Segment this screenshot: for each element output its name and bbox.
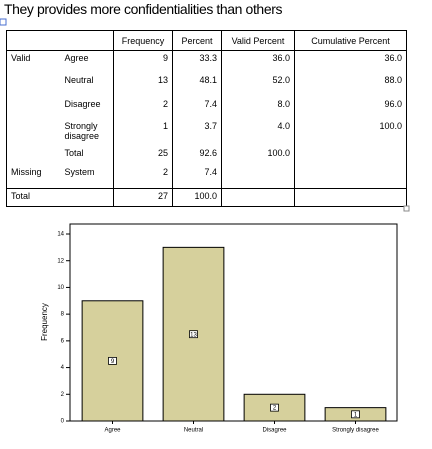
- cell: 52.0: [221, 72, 295, 97]
- cell: [221, 188, 295, 207]
- cell: 9: [113, 50, 173, 73]
- cell: 100.0: [294, 118, 407, 146]
- cell: 2: [113, 96, 173, 119]
- row-label: Strongly disagree: [64, 120, 100, 141]
- cell: 7.4: [172, 164, 222, 189]
- row-label: Agree: [64, 53, 89, 63]
- table-row: Neutral 13 48.1 52.0 88.0: [7, 72, 407, 97]
- cell: 2: [113, 164, 173, 189]
- table-row: Total 25 92.6 100.0: [7, 145, 407, 165]
- y-tick-label: 0: [61, 419, 65, 425]
- table-row: Valid Agree 9 33.3 36.0 36.0: [7, 50, 407, 73]
- y-tick-label: 12: [57, 258, 64, 264]
- table-row: Strongly disagree 1 3.7 4.0 100.0: [7, 118, 407, 146]
- data-label-box: [351, 410, 360, 419]
- data-label: 9: [111, 359, 115, 365]
- cell: 3.7: [172, 118, 222, 146]
- cell: 48.1: [172, 72, 222, 97]
- x-tick-label: Disagree: [262, 428, 287, 434]
- cell: 36.0: [294, 50, 407, 73]
- y-tick-label: 2: [61, 392, 65, 398]
- data-label-box: [108, 356, 117, 365]
- table-row: Disagree 2 7.4 8.0 96.0: [7, 96, 407, 119]
- cell: 36.0: [221, 50, 295, 73]
- row-label: Disagree: [64, 98, 101, 109]
- row-label: Total: [6, 188, 61, 207]
- cell: 92.6: [172, 145, 222, 165]
- y-tick-label: 14: [57, 232, 64, 238]
- row-label: Valid: [11, 53, 31, 63]
- cell: 88.0: [294, 72, 407, 97]
- data-label: 13: [190, 332, 197, 338]
- cell: 1: [113, 118, 173, 146]
- frequency-table: Frequency Percent Valid Percent Cumulative …: [6, 30, 407, 207]
- data-label: 2: [273, 406, 277, 412]
- table-row: Missing System 2 7.4: [7, 164, 407, 189]
- cell: 33.3: [172, 50, 222, 73]
- y-axis-label: Frequency: [40, 303, 49, 341]
- cell: [294, 145, 407, 165]
- cell: 100.0: [172, 188, 222, 207]
- row-label: [60, 188, 114, 207]
- row-label: Total: [64, 147, 84, 158]
- column-header: Cumulative Percent: [294, 30, 407, 51]
- cell: 25: [113, 145, 173, 165]
- data-label-box: [189, 330, 198, 339]
- column-header: Frequency: [113, 30, 173, 51]
- cell: 13: [113, 72, 173, 97]
- output-title: They provides more confidentialities tha…: [4, 1, 283, 17]
- cell: [221, 164, 295, 189]
- expand-icon: [0, 18, 7, 26]
- data-label-box: [270, 403, 279, 412]
- x-tick-label: Strongly disagree: [332, 428, 379, 434]
- column-header: Percent: [172, 30, 222, 51]
- row-label: System: [64, 166, 95, 177]
- x-tick-label: Agree: [104, 428, 121, 434]
- header-row: Frequency Percent Valid Percent Cumulative …: [6, 30, 407, 51]
- y-tick-label: 4: [61, 365, 65, 371]
- y-tick-label: 10: [57, 285, 64, 291]
- resize-handle: [403, 205, 410, 212]
- cell: [294, 188, 407, 207]
- cell: 7.4: [172, 96, 222, 119]
- cell: 4.0: [221, 118, 295, 146]
- column-header: Valid Percent: [221, 30, 295, 51]
- data-label: 1: [354, 412, 358, 418]
- cell: 27: [113, 188, 173, 207]
- cell: 100.0: [221, 145, 295, 165]
- y-tick-label: 6: [61, 338, 65, 344]
- cell: 96.0: [294, 96, 407, 119]
- x-tick-label: Neutral: [184, 428, 203, 434]
- y-tick-label: 8: [61, 312, 65, 318]
- cell: [294, 164, 407, 189]
- cell: 8.0: [221, 96, 295, 119]
- table-row: Total 27 100.0: [6, 188, 407, 207]
- row-label: Neutral: [64, 74, 94, 85]
- row-label: Missing: [11, 166, 42, 177]
